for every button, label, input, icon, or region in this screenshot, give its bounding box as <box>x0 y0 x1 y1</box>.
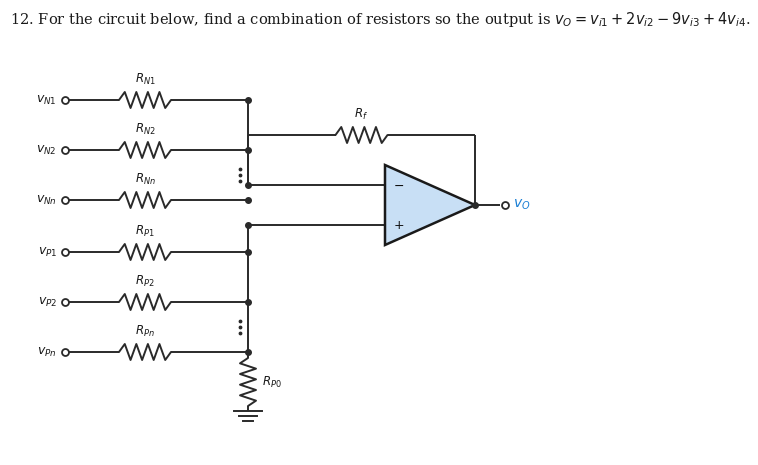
Text: $R_{N1}$: $R_{N1}$ <box>135 72 155 87</box>
Text: $R_{P1}$: $R_{P1}$ <box>135 224 155 239</box>
Text: $R_{Nn}$: $R_{Nn}$ <box>134 172 155 187</box>
Text: $v_{N2}$: $v_{N2}$ <box>36 143 57 157</box>
Text: $v_O$: $v_O$ <box>513 198 531 212</box>
Text: $R_f$: $R_f$ <box>355 107 368 122</box>
Polygon shape <box>385 165 475 245</box>
Text: $v_{Nn}$: $v_{Nn}$ <box>36 193 57 206</box>
Text: $v_{N1}$: $v_{N1}$ <box>36 93 57 106</box>
Text: $-$: $-$ <box>393 179 404 192</box>
Text: 12. For the circuit below, find a combination of resistors so the output is $v_O: 12. For the circuit below, find a combin… <box>10 10 750 29</box>
Text: $R_{P0}$: $R_{P0}$ <box>262 374 282 390</box>
Text: $v_{P1}$: $v_{P1}$ <box>38 246 57 259</box>
Text: $v_{Pn}$: $v_{Pn}$ <box>37 345 57 359</box>
Text: $R_{Pn}$: $R_{Pn}$ <box>135 324 155 339</box>
Text: $v_{P2}$: $v_{P2}$ <box>38 295 57 309</box>
Text: $+$: $+$ <box>393 219 404 232</box>
Text: $R_{N2}$: $R_{N2}$ <box>135 122 155 137</box>
Text: $R_{P2}$: $R_{P2}$ <box>135 274 155 289</box>
